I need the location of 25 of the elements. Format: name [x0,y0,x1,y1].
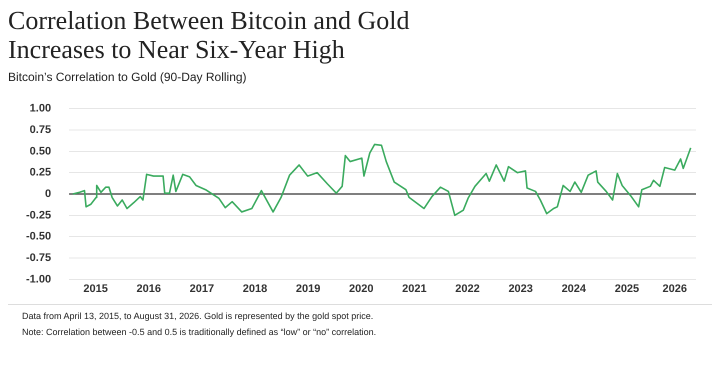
x-tick-label: 2017 [190,283,214,296]
x-tick-label: 2021 [402,283,427,296]
y-tick-label: -0.75 [26,252,52,264]
y-tick-label: 0.25 [30,166,52,179]
y-tick-label: -0.50 [26,230,52,243]
text: Data from April 13, 2015, to August 31, 2026. Gold is represented by the gold spot price. [22,311,374,322]
x-tick-label: 2022 [455,283,480,296]
y-tick-label: -0.25 [26,209,52,222]
y-tick-label: 0.50 [30,145,52,158]
text: Note: Correlation between -0.5 and 0.5 is traditionally defined as “low” or “no” correlation. [22,327,378,338]
x-tick-label: 2023 [508,283,533,296]
x-tick-label: 2015 [83,283,108,296]
x-tick-label: 2025 [614,283,640,296]
x-tick-label: 2016 [136,283,162,296]
x-tick-label: 2026 [662,283,687,296]
x-tick-label: 2018 [242,283,268,296]
x-tick-label: 2020 [349,283,374,296]
chart-subtitle: Bitcoin’s Correlation to Gold (90-Day Rolling) [8,70,248,84]
y-tick-label: 1.00 [30,102,52,115]
y-tick-label: 0.75 [30,124,52,136]
chart-title: Correlation Between Bitcoin and Gold Increases to Near Six-Year High [8,6,410,64]
x-tick-label: 2024 [562,283,587,296]
y-tick-label: -1.00 [26,273,52,286]
x-tick-label: 2019 [296,283,320,296]
y-tick-label: 0 [44,188,52,200]
